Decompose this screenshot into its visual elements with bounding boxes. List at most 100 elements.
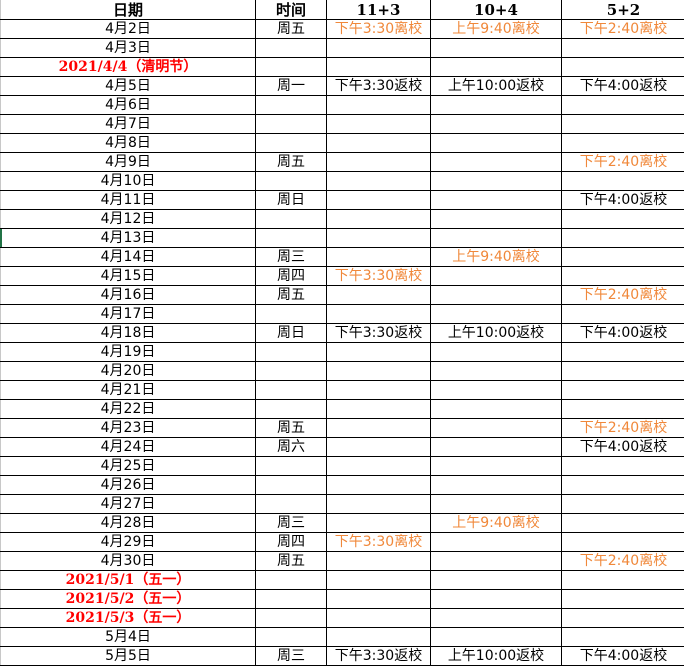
- day-cell[interactable]: [255, 342, 327, 362]
- schedule-10plus4-cell[interactable]: [430, 266, 562, 286]
- schedule-11plus3-cell[interactable]: [326, 57, 431, 77]
- schedule-11plus3-cell[interactable]: [326, 95, 431, 115]
- schedule-5plus2-cell[interactable]: [561, 342, 684, 362]
- schedule-11plus3-cell[interactable]: [326, 494, 431, 514]
- schedule-10plus4-cell[interactable]: [430, 608, 562, 628]
- schedule-5plus2-cell[interactable]: [561, 95, 684, 115]
- schedule-5plus2-cell[interactable]: [561, 399, 684, 419]
- day-cell[interactable]: 周三: [255, 646, 327, 666]
- schedule-11plus3-cell[interactable]: [326, 608, 431, 628]
- schedule-11plus3-cell[interactable]: 下午3:30返校: [326, 76, 431, 96]
- day-cell[interactable]: [255, 57, 327, 77]
- day-cell[interactable]: [255, 209, 327, 229]
- schedule-5plus2-cell[interactable]: [561, 228, 684, 248]
- schedule-10plus4-cell[interactable]: 上午10:00返校: [430, 76, 562, 96]
- schedule-10plus4-cell[interactable]: [430, 171, 562, 191]
- header-11plus3[interactable]: 11+3: [326, 0, 431, 20]
- schedule-5plus2-cell[interactable]: [561, 608, 684, 628]
- schedule-5plus2-cell[interactable]: [561, 570, 684, 590]
- date-cell[interactable]: 4月9日: [0, 152, 256, 172]
- day-cell[interactable]: [255, 494, 327, 514]
- schedule-5plus2-cell[interactable]: [561, 133, 684, 153]
- day-cell[interactable]: 周一: [255, 76, 327, 96]
- date-cell[interactable]: 5月4日: [0, 627, 256, 647]
- date-cell[interactable]: 4月24日: [0, 437, 256, 457]
- schedule-11plus3-cell[interactable]: [326, 437, 431, 457]
- date-cell[interactable]: 4月18日: [0, 323, 256, 343]
- schedule-10plus4-cell[interactable]: [430, 133, 562, 153]
- date-cell[interactable]: 5月5日: [0, 646, 256, 666]
- schedule-5plus2-cell[interactable]: [561, 247, 684, 267]
- day-cell[interactable]: 周六: [255, 437, 327, 457]
- schedule-11plus3-cell[interactable]: [326, 399, 431, 419]
- schedule-11plus3-cell[interactable]: [326, 190, 431, 210]
- schedule-5plus2-cell[interactable]: [561, 380, 684, 400]
- schedule-11plus3-cell[interactable]: [326, 133, 431, 153]
- schedule-10plus4-cell[interactable]: [430, 589, 562, 609]
- day-cell[interactable]: [255, 114, 327, 134]
- date-cell[interactable]: 4月19日: [0, 342, 256, 362]
- schedule-5plus2-cell[interactable]: 下午2:40离校: [561, 19, 684, 39]
- date-cell[interactable]: 4月10日: [0, 171, 256, 191]
- date-cell[interactable]: 4月11日: [0, 190, 256, 210]
- schedule-10plus4-cell[interactable]: 上午9:40离校: [430, 247, 562, 267]
- schedule-11plus3-cell[interactable]: [326, 228, 431, 248]
- day-cell[interactable]: 周五: [255, 19, 327, 39]
- date-cell[interactable]: 4月17日: [0, 304, 256, 324]
- day-cell[interactable]: 周五: [255, 152, 327, 172]
- day-cell[interactable]: [255, 304, 327, 324]
- schedule-5plus2-cell[interactable]: 下午4:00返校: [561, 76, 684, 96]
- header-10plus4[interactable]: 10+4: [430, 0, 562, 20]
- date-cell[interactable]: 4月29日: [0, 532, 256, 552]
- day-cell[interactable]: [255, 380, 327, 400]
- day-cell[interactable]: [255, 95, 327, 115]
- schedule-5plus2-cell[interactable]: [561, 209, 684, 229]
- day-cell[interactable]: [255, 399, 327, 419]
- schedule-5plus2-cell[interactable]: [561, 114, 684, 134]
- day-cell[interactable]: [255, 361, 327, 381]
- schedule-5plus2-cell[interactable]: [561, 513, 684, 533]
- day-cell[interactable]: 周五: [255, 418, 327, 438]
- schedule-5plus2-cell[interactable]: 下午4:00返校: [561, 437, 684, 457]
- schedule-10plus4-cell[interactable]: [430, 437, 562, 457]
- schedule-11plus3-cell[interactable]: [326, 418, 431, 438]
- schedule-11plus3-cell[interactable]: 下午3:30返校: [326, 323, 431, 343]
- schedule-10plus4-cell[interactable]: [430, 627, 562, 647]
- schedule-10plus4-cell[interactable]: [430, 38, 562, 58]
- schedule-11plus3-cell[interactable]: [326, 627, 431, 647]
- schedule-5plus2-cell[interactable]: [561, 38, 684, 58]
- schedule-11plus3-cell[interactable]: 下午3:30离校: [326, 266, 431, 286]
- schedule-10plus4-cell[interactable]: [430, 399, 562, 419]
- day-cell[interactable]: [255, 608, 327, 628]
- schedule-10plus4-cell[interactable]: [430, 342, 562, 362]
- schedule-11plus3-cell[interactable]: [326, 456, 431, 476]
- schedule-5plus2-cell[interactable]: 下午4:00返校: [561, 190, 684, 210]
- date-cell[interactable]: 4月3日: [0, 38, 256, 58]
- day-cell[interactable]: 周五: [255, 551, 327, 571]
- schedule-5plus2-cell[interactable]: [561, 456, 684, 476]
- schedule-11plus3-cell[interactable]: [326, 209, 431, 229]
- day-cell[interactable]: [255, 570, 327, 590]
- schedule-10plus4-cell[interactable]: [430, 361, 562, 381]
- schedule-11plus3-cell[interactable]: [326, 38, 431, 58]
- date-cell[interactable]: 4月26日: [0, 475, 256, 495]
- schedule-5plus2-cell[interactable]: 下午2:40离校: [561, 285, 684, 305]
- schedule-11plus3-cell[interactable]: [326, 152, 431, 172]
- day-cell[interactable]: [255, 456, 327, 476]
- schedule-10plus4-cell[interactable]: [430, 57, 562, 77]
- date-cell[interactable]: 4月14日: [0, 247, 256, 267]
- schedule-5plus2-cell[interactable]: [561, 589, 684, 609]
- schedule-11plus3-cell[interactable]: [326, 513, 431, 533]
- schedule-11plus3-cell[interactable]: [326, 304, 431, 324]
- day-cell[interactable]: 周三: [255, 513, 327, 533]
- schedule-10plus4-cell[interactable]: 上午9:40离校: [430, 19, 562, 39]
- schedule-10plus4-cell[interactable]: [430, 551, 562, 571]
- date-cell[interactable]: 4月27日: [0, 494, 256, 514]
- schedule-11plus3-cell[interactable]: [326, 551, 431, 571]
- schedule-10plus4-cell[interactable]: [430, 304, 562, 324]
- day-cell[interactable]: 周五: [255, 285, 327, 305]
- schedule-5plus2-cell[interactable]: [561, 494, 684, 514]
- header-day[interactable]: 时间: [255, 0, 327, 20]
- schedule-10plus4-cell[interactable]: [430, 475, 562, 495]
- schedule-11plus3-cell[interactable]: [326, 475, 431, 495]
